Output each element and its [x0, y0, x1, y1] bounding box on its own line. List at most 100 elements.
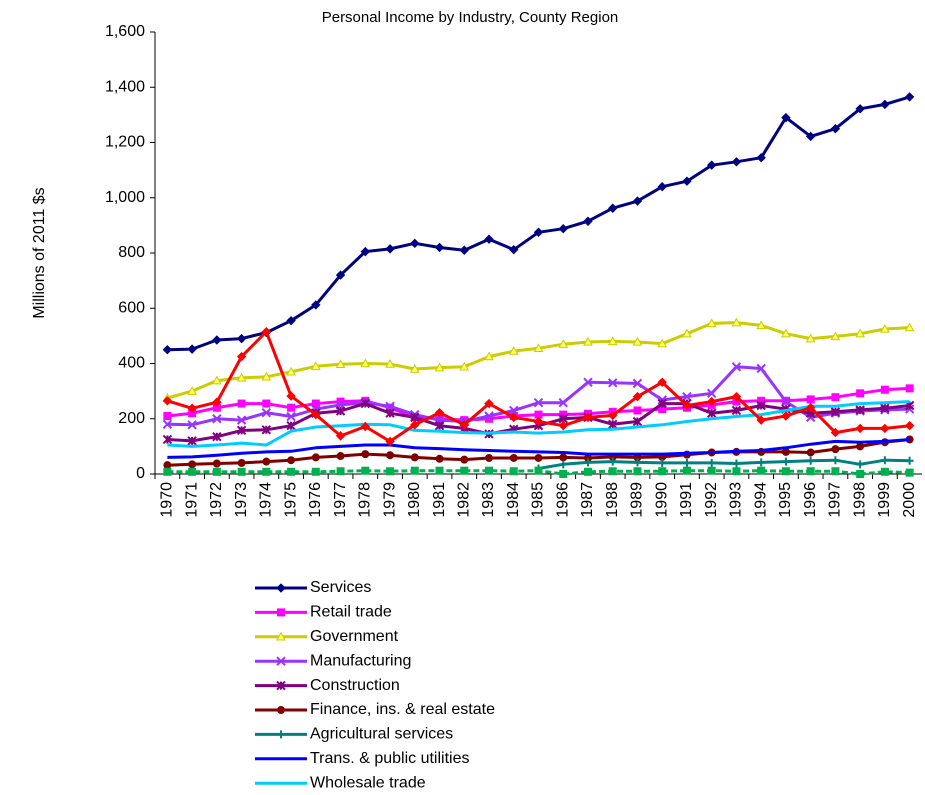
marker [261, 327, 272, 337]
x-tick-label: 1997 [827, 482, 844, 518]
series [162, 317, 915, 402]
marker [435, 466, 444, 475]
legend-item: Construction [255, 677, 400, 694]
marker [658, 458, 667, 467]
marker [385, 244, 395, 254]
marker [212, 335, 222, 345]
marker [732, 467, 741, 476]
marker [336, 452, 345, 461]
marker [731, 405, 742, 416]
marker [361, 466, 370, 475]
marker [707, 466, 716, 475]
x-tick-label: 1971 [183, 482, 200, 518]
marker [732, 459, 741, 468]
marker [286, 391, 296, 401]
marker [508, 346, 519, 355]
legend-label: Services [310, 579, 371, 596]
marker [236, 415, 247, 425]
marker [162, 396, 173, 406]
legend-item: Retail trade [255, 604, 392, 621]
x-tick-label: 1974 [258, 482, 275, 518]
marker [162, 344, 173, 355]
marker [187, 386, 197, 395]
marker [806, 395, 815, 404]
marker [335, 270, 346, 280]
marker [311, 300, 321, 310]
marker [163, 461, 172, 470]
marker [830, 407, 841, 417]
marker [262, 457, 271, 466]
x-tick-label: 1995 [777, 482, 794, 518]
marker [459, 245, 469, 255]
marker [608, 467, 617, 476]
marker [509, 405, 519, 416]
marker [682, 458, 691, 467]
marker [657, 377, 667, 387]
series [162, 327, 915, 447]
y-tick-label: 200 [118, 410, 145, 427]
marker [880, 403, 890, 413]
marker [187, 403, 197, 413]
marker [276, 631, 286, 641]
marker [311, 399, 320, 408]
marker [856, 460, 865, 469]
series-line [167, 400, 910, 448]
legend-item: Agricultural services [255, 726, 453, 743]
y-tick-label: 600 [118, 299, 145, 316]
marker [286, 411, 296, 422]
marker [287, 403, 296, 412]
marker [410, 238, 420, 249]
marker [880, 467, 889, 476]
marker [163, 467, 172, 476]
series [167, 400, 910, 448]
marker [385, 436, 395, 447]
marker [781, 457, 790, 466]
marker [287, 456, 296, 465]
marker [830, 331, 841, 341]
marker [880, 385, 889, 394]
marker [360, 398, 371, 409]
marker [360, 246, 371, 257]
marker [856, 389, 865, 398]
marker [781, 467, 790, 476]
marker [212, 375, 222, 385]
x-tick-label: 1979 [381, 482, 398, 518]
marker [559, 470, 568, 478]
series [163, 466, 914, 478]
marker [286, 315, 296, 326]
legend-item: Wholesale trade [255, 774, 426, 791]
x-tick-label: 1993 [728, 482, 745, 518]
x-tick-label: 1992 [703, 482, 720, 518]
marker [756, 320, 767, 330]
marker [831, 467, 840, 476]
marker [632, 336, 643, 346]
marker [335, 406, 346, 416]
marker [731, 362, 742, 372]
marker [435, 454, 444, 463]
marker [509, 244, 519, 255]
marker [236, 372, 247, 382]
marker [335, 359, 346, 369]
marker [756, 415, 766, 425]
x-tick-label: 1994 [752, 482, 769, 518]
marker [261, 425, 272, 435]
marker [277, 730, 285, 739]
marker [880, 456, 889, 465]
marker [805, 402, 816, 413]
marker [806, 448, 815, 457]
marker [682, 391, 692, 402]
x-tick-label: 1975 [282, 482, 299, 518]
marker [410, 420, 420, 430]
legend-label: Government [310, 628, 399, 645]
marker [485, 466, 494, 475]
legend-label: Wholesale trade [310, 774, 426, 791]
legend-item: Government [255, 628, 399, 645]
marker [434, 362, 445, 372]
x-tick-label: 1976 [307, 482, 324, 518]
marker [855, 104, 865, 114]
marker [607, 336, 618, 346]
marker [855, 405, 865, 415]
legend-label: Finance, ins. & real estate [310, 701, 495, 718]
series-line [538, 458, 910, 470]
marker [434, 420, 445, 431]
